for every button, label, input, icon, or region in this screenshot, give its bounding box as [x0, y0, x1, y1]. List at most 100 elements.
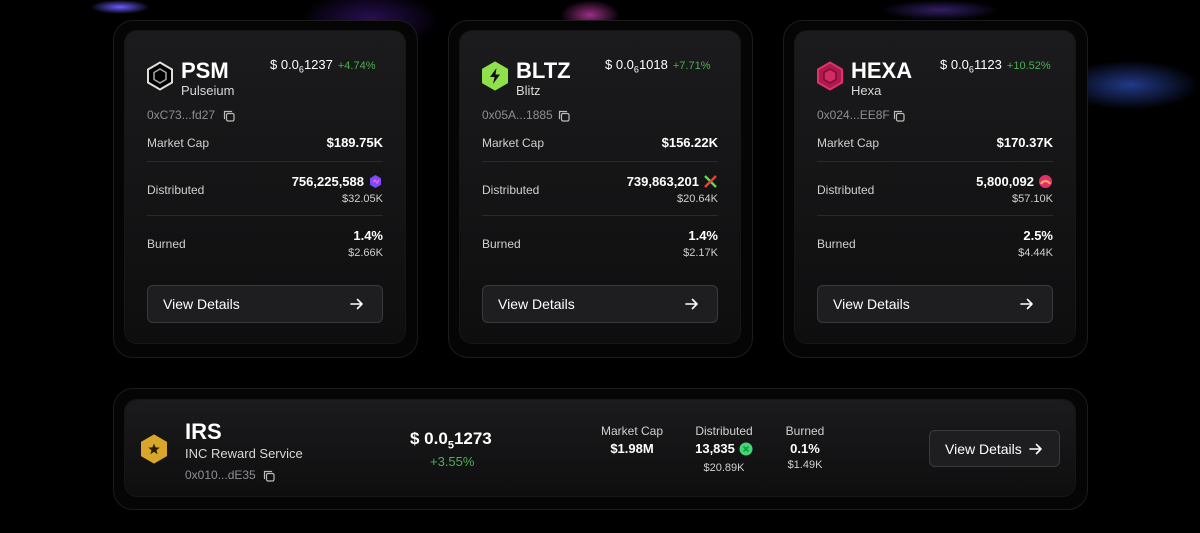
token-card: BLTZ Blitz $ 0.061018 +7.71% 0x05A...1885 Mar… — [460, 31, 740, 343]
view-details-button[interactable]: View Details — [929, 430, 1060, 467]
copy-address[interactable] — [223, 109, 235, 127]
copy-address[interactable] — [893, 109, 905, 127]
token-icon — [703, 174, 718, 192]
arrow-icon — [350, 298, 363, 310]
stat-value: 739,863,201 — [627, 174, 718, 192]
row-divider — [147, 161, 383, 162]
stat-value-text: 13,835 — [695, 441, 735, 456]
contract-address: 0x010...dE35 — [185, 468, 256, 482]
copy-address-part — [558, 110, 568, 120]
price-digits: 1273 — [453, 429, 492, 448]
token-icon — [1038, 174, 1053, 192]
token-logo — [145, 61, 175, 96]
stat-value-text: 1.4% — [688, 228, 718, 243]
stat-label: Distributed — [147, 183, 205, 197]
price-change: +7.71% — [672, 60, 711, 72]
stat-sub-value: $57.10K — [1012, 193, 1053, 205]
stat-value: 1.4% — [688, 228, 718, 243]
token-logo-part — [141, 434, 167, 464]
token-name: INC Reward Service — [185, 446, 303, 461]
token-price: $ 0.051273 — [410, 429, 492, 451]
button-label: View Details — [833, 296, 910, 312]
row-divider — [482, 161, 718, 162]
price-prefix: $ 0.0 — [270, 57, 299, 72]
token-logo — [815, 61, 845, 96]
token-symbol: IRS — [185, 419, 222, 444]
copy-address-part — [558, 110, 570, 122]
copy-address[interactable] — [263, 469, 275, 487]
token-logo — [139, 434, 169, 469]
token-name: Blitz — [516, 83, 541, 98]
stat-value: 2.5% — [1023, 228, 1053, 243]
background-glow — [90, 0, 150, 14]
view-details-button[interactable]: View Details — [482, 285, 718, 323]
price-prefix: $ 0.0 — [410, 429, 448, 448]
copy-address-part — [895, 112, 905, 122]
token-price: $ 0.061018 +7.71% — [605, 57, 710, 75]
price-zero-count: 5 — [447, 439, 454, 452]
stat-value-text: 739,863,201 — [626, 174, 699, 189]
stat-sub-value: $32.05K — [342, 193, 383, 205]
copy-address-part — [560, 112, 570, 122]
stat-value-text: $156.22K — [661, 135, 718, 150]
contract-address: 0xC73...fd27 — [147, 108, 216, 122]
button-label: View Details — [945, 440, 1022, 457]
contract-address: 0x024...EE8F — [817, 108, 890, 122]
stat-label: Burned — [785, 424, 825, 438]
copy-address-part — [223, 110, 235, 122]
stat-column: Burned 0.1% $1.49K — [755, 424, 855, 472]
stat-sub-value: $2.17K — [683, 247, 718, 259]
stat-value: 0.1% — [755, 439, 855, 458]
price-digits: 1018 — [638, 57, 668, 72]
copy-address[interactable] — [558, 109, 570, 127]
stat-value-text: 756,225,588 — [291, 174, 364, 189]
token-icon — [368, 174, 383, 192]
copy-address-part — [265, 472, 275, 482]
stat-label: Burned — [817, 237, 856, 251]
token-logo-part — [147, 61, 173, 91]
stat-value: 5,800,092 — [976, 174, 1053, 192]
price-prefix: $ 0.0 — [605, 57, 634, 72]
copy-address-part — [263, 470, 273, 480]
token-logo-part — [482, 61, 508, 91]
token-icon — [739, 442, 753, 461]
row-divider — [817, 161, 1053, 162]
token-symbol: HEXA — [851, 58, 913, 83]
copy-address-part — [263, 470, 275, 482]
stat-column: Market Cap $1.98M — [582, 424, 682, 458]
stat-value-text: 5,800,092 — [976, 174, 1034, 189]
token-logo-part — [153, 68, 167, 84]
view-details-button[interactable]: View Details — [147, 285, 383, 323]
stat-label: Burned — [482, 237, 521, 251]
stat-value: $189.75K — [327, 135, 383, 150]
token-name: Hexa — [851, 83, 882, 98]
view-details-button[interactable]: View Details — [817, 285, 1053, 323]
price-prefix: $ 0.0 — [940, 57, 969, 72]
token-symbol: BLTZ — [516, 58, 571, 83]
stat-label: Distributed — [817, 183, 875, 197]
stat-column: Distributed 13,835 $20.89K — [674, 424, 774, 475]
token-logo-part — [817, 61, 843, 91]
background-glow — [880, 0, 1000, 20]
stat-label: Market Cap — [147, 136, 210, 150]
stat-sub-value: $4.44K — [1018, 247, 1053, 259]
stat-value-text: $1.98M — [610, 441, 654, 456]
stat-value: 1.4% — [353, 228, 383, 243]
stat-label: Distributed — [482, 183, 540, 197]
stat-value-text: 2.5% — [1023, 228, 1053, 243]
price-zero-count: 6 — [633, 64, 639, 75]
arrow-icon — [685, 298, 698, 310]
copy-address-part — [893, 110, 903, 120]
price-digits: 1237 — [303, 57, 333, 72]
copy-address-part — [225, 112, 235, 122]
contract-address: 0x05A...1885 — [482, 108, 553, 122]
stat-value: 756,225,588 — [292, 174, 383, 192]
stat-sub-value: $20.64K — [677, 193, 718, 205]
token-logo-part — [147, 61, 173, 91]
arrow-icon — [1020, 298, 1033, 310]
stat-value: $170.37K — [997, 135, 1053, 150]
arrow-icon — [1029, 443, 1042, 454]
row-divider — [147, 215, 383, 216]
row-divider — [482, 215, 718, 216]
stat-value: $156.22K — [662, 135, 718, 150]
